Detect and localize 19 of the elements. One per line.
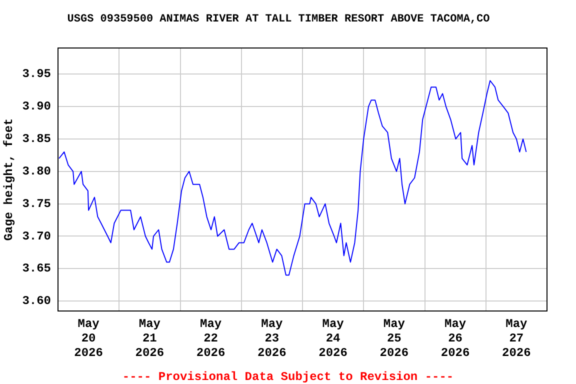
x-tick-label: May 23 2026 <box>258 317 286 360</box>
y-tick-label: 3.75 <box>22 196 51 211</box>
x-tick-label: May 22 2026 <box>196 317 226 360</box>
y-tick-label: 3.70 <box>22 229 51 244</box>
y-tick-label: 3.65 <box>22 262 51 276</box>
x-tick-label: May 24 2026 <box>318 317 348 360</box>
x-tick-label: May 25 2026 <box>380 317 409 360</box>
y-tick-label: 3.95 <box>22 67 51 82</box>
y-tick-label: 3.90 <box>22 100 51 114</box>
x-tick-label: May 20 2026 <box>74 317 103 360</box>
y-tick-label: 3.80 <box>22 164 51 178</box>
chart-title: USGS 09359500 ANIMAS RIVER AT TALL TIMBER RESORT ABOVE TACOMA,CO <box>67 13 490 26</box>
text: ---- Provisional Data Subject to Revision ---- <box>122 370 454 384</box>
y-axis-title: Gage height, feet <box>2 118 16 241</box>
x-tick-label: May 21 2026 <box>135 317 164 360</box>
x-tick-label: May 26 2026 <box>440 317 470 360</box>
x-tick-label: May 27 2026 <box>502 317 531 360</box>
y-tick-label: 3.60 <box>22 294 51 308</box>
y-tick-label: 3.85 <box>22 132 51 146</box>
